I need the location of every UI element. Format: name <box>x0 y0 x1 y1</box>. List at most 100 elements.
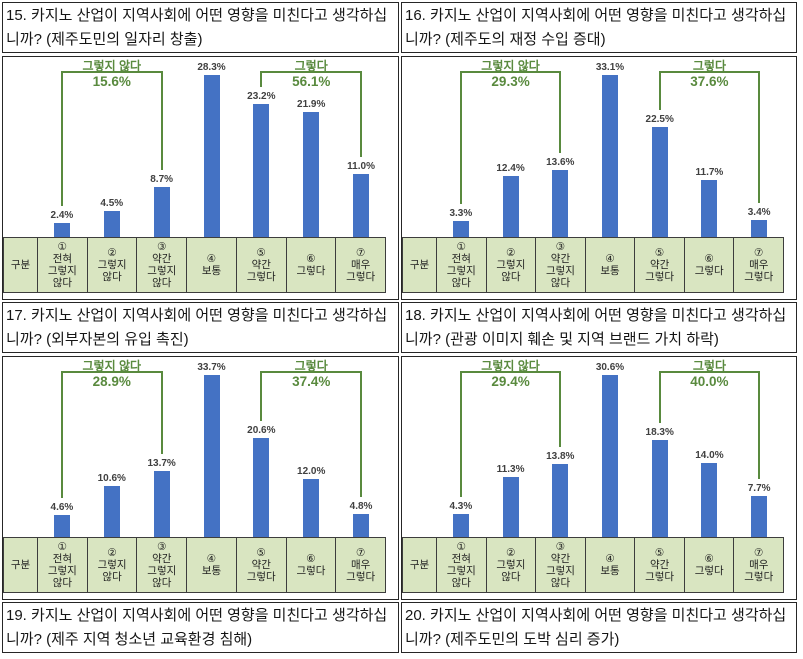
bracket-value-negative: 28.9% <box>92 374 131 389</box>
axis-cell-label: 않다 <box>501 571 521 583</box>
bracket-tick-negative <box>459 71 462 204</box>
axis-cell-cat2: ② 그렇지 않다 <box>487 238 537 292</box>
bar-value-label: 4.5% <box>100 198 124 210</box>
axis-cell-label: 그렇지 <box>97 259 127 271</box>
axis-cell-label: 약간 <box>152 553 172 565</box>
question-chart-panel: 16. 카지노 산업이 지역사회에 어떤 영향을 미친다고 생각하십니까? (제… <box>401 2 797 300</box>
axis-cell-label: 그렇다 <box>645 271 675 283</box>
bar-value-label: 21.9% <box>297 98 326 110</box>
bar-cat1 <box>452 514 469 537</box>
bar-value-label: 11.0% <box>347 161 375 173</box>
axis-cell-gubun: 구분 <box>4 538 38 592</box>
axis-cell-label: ② <box>506 547 516 559</box>
axis-cell-label: 약간 <box>550 253 571 265</box>
axis-cell-label: ⑦ <box>355 247 366 259</box>
bracket-label-negative: 그렇지 않다 <box>82 359 142 373</box>
bar-cat6 <box>303 111 320 237</box>
bar-cat6 <box>701 179 718 237</box>
axis-cell-label: ② <box>107 247 117 259</box>
axis-cell-label: 그렇다 <box>296 265 326 277</box>
axis-cell-cat6: ⑥ 그렇다 <box>685 238 735 292</box>
pending-titles-row: 19. 카지노 산업이 지역사회에 어떤 영향을 미친다고 생각하십니까? (제… <box>2 602 797 653</box>
axis-cell-label: 그렇지 <box>545 565 575 577</box>
bar-cat2 <box>103 211 120 237</box>
axis-cell-label: 그렇다 <box>246 571 276 583</box>
bracket-tick-positive <box>260 71 263 88</box>
bar-cat1 <box>53 223 70 237</box>
bracket-tick-negative <box>60 71 63 207</box>
axis-cell-label: 그렇지 <box>147 265 177 277</box>
axis-cell-label: 약간 <box>251 259 271 271</box>
axis-cell-label: ④ <box>206 253 217 265</box>
axis-cell-label: 그렇지 <box>446 565 476 577</box>
axis-cell-cat3: ③ 약간 그렇지 않다 <box>536 538 586 592</box>
bar-value-label: 8.7% <box>150 174 174 186</box>
axis-cell-label: 매우 <box>351 259 371 271</box>
axis-cell-label: 전혀 <box>52 253 73 265</box>
axis-cell-cat1: ① 전혀 그렇지 않다 <box>38 238 88 292</box>
axis-cell-label: 그렇다 <box>645 571 675 583</box>
axis-cell-label: 않다 <box>52 277 73 289</box>
bar-cat4 <box>203 375 220 537</box>
bar-cat6 <box>701 462 718 537</box>
bar-value-label: 20.6% <box>247 424 276 436</box>
question-title: 15. 카지노 산업이 지역사회에 어떤 영향을 미친다고 생각하십니까? (제… <box>2 2 399 53</box>
axis-cell-label: ⑥ <box>704 253 714 265</box>
axis-cell-cat3: ③ 약간 그렇지 않다 <box>137 238 188 292</box>
bar-cat3 <box>552 170 569 237</box>
bar-value-label: 13.8% <box>546 450 575 462</box>
bar-cat2 <box>502 477 519 537</box>
axis-cell-label: ③ <box>555 541 566 553</box>
bracket-tick-negative <box>160 71 163 171</box>
bracket-label-negative: 그렇지 않다 <box>481 59 540 73</box>
axis-cell-cat7: ⑦ 매우 그렇다 <box>336 238 385 292</box>
axis-cell-cat5: ⑤ 약간 그렇다 <box>237 238 287 292</box>
bar-cat7 <box>751 220 768 237</box>
axis-cell-cat5: ⑤ 약간 그렇다 <box>635 538 685 592</box>
bar-cat4 <box>203 75 220 237</box>
bracket-label-negative: 그렇지 않다 <box>82 59 142 73</box>
question-19-panel: 19. 카지노 산업이 지역사회에 어떤 영향을 미친다고 생각하십니까? (제… <box>2 602 399 653</box>
axis-cell-label: 약간 <box>649 559 670 571</box>
bar-value-label: 4.8% <box>349 500 373 512</box>
bracket-tick-positive <box>758 371 761 480</box>
axis-cell-cat4: ④ 보통 <box>187 238 237 292</box>
axis-cell-label: 그렇지 <box>97 559 127 571</box>
axis-cell-label: 않다 <box>550 277 571 289</box>
bar-chart: 3.3% 12.4% 13.6% 33.1% 22.5% 11.7% 3.4% 그렇지 않다 2… <box>401 56 797 300</box>
axis-cell-label: 구분 <box>10 259 31 271</box>
axis-cell-label: ⑥ <box>306 553 316 565</box>
bracket-line-positive <box>261 71 362 73</box>
bar-value-label: 3.3% <box>449 207 473 219</box>
bracket-value-positive: 37.6% <box>690 74 729 89</box>
axis-cell-label: 보통 <box>600 565 620 577</box>
axis-cell-label: ② <box>506 247 516 259</box>
bracket-tick-negative <box>459 371 462 498</box>
question-title: 17. 카지노 산업이 지역사회에 어떤 영향을 미친다고 생각하십니까? (외… <box>2 302 399 353</box>
chart-plot-area: 4.3% 11.3% 13.8% 30.6% 18.3% 14.0% 7.7% 그렇지 않다 2… <box>402 357 796 537</box>
bar-value-label: 11.7% <box>695 166 724 178</box>
axis-cell-label: 않다 <box>102 571 122 583</box>
axis-cell-label: 그렇지 <box>496 259 526 271</box>
bar-chart: 2.4% 4.5% 8.7% 28.3% 23.2% 21.9% 11.0% 그렇지 않다 15… <box>2 56 399 300</box>
axis-cell-label: ① <box>456 241 466 253</box>
axis-cell-label: 그렇다 <box>296 565 326 577</box>
axis-cell-cat5: ⑤ 약간 그렇다 <box>237 538 287 592</box>
bracket-line-negative <box>460 71 561 73</box>
axis-cell-label: 전혀 <box>52 553 73 565</box>
bar-cat1 <box>53 514 70 537</box>
axis-cell-label: ③ <box>157 541 167 553</box>
axis-cell-label: 그렇다 <box>246 271 276 283</box>
axis-cell-cat7: ⑦ 매우 그렇다 <box>336 538 385 592</box>
axis-cell-label: ① <box>57 541 68 553</box>
bar-value-label: 4.6% <box>50 501 74 513</box>
bar-value-label: 2.4% <box>50 210 74 222</box>
axis-cell-label: 그렇다 <box>694 265 724 277</box>
axis-cell-label: 구분 <box>10 559 31 571</box>
axis-cell-label: 약간 <box>152 253 172 265</box>
bar-value-label: 3.4% <box>747 207 771 219</box>
bar-value-label: 10.6% <box>97 473 126 485</box>
axis-cell-cat7: ⑦ 매우 그렇다 <box>734 238 783 292</box>
bracket-tick-positive <box>360 371 363 497</box>
